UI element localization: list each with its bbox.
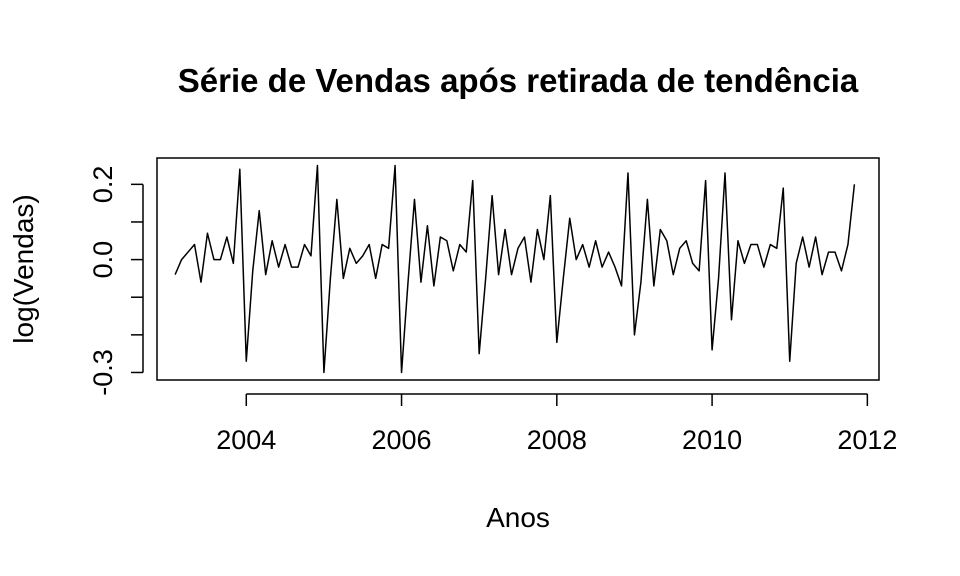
y-axis-label: log(Vendas) bbox=[8, 194, 39, 343]
y-tick-label: -0.3 bbox=[88, 349, 118, 396]
plot-area-border bbox=[156, 157, 880, 381]
x-tick-label: 2006 bbox=[372, 425, 432, 455]
x-tick-label: 2012 bbox=[837, 425, 897, 455]
x-axis-label: Anos bbox=[486, 502, 550, 533]
x-tick-label: 2004 bbox=[216, 425, 276, 455]
x-tick-label: 2008 bbox=[527, 425, 587, 455]
chart-title: Série de Vendas após retirada de tendênc… bbox=[178, 62, 859, 99]
y-tick-label: 0.2 bbox=[88, 166, 118, 204]
y-axis: -0.3 0.0 0.2 bbox=[88, 166, 144, 396]
y-tick-label: 0.0 bbox=[88, 241, 118, 279]
x-axis: 2004 2006 2008 2010 2012 bbox=[216, 393, 897, 455]
series-line bbox=[174, 164, 856, 374]
x-tick-label: 2010 bbox=[682, 425, 742, 455]
